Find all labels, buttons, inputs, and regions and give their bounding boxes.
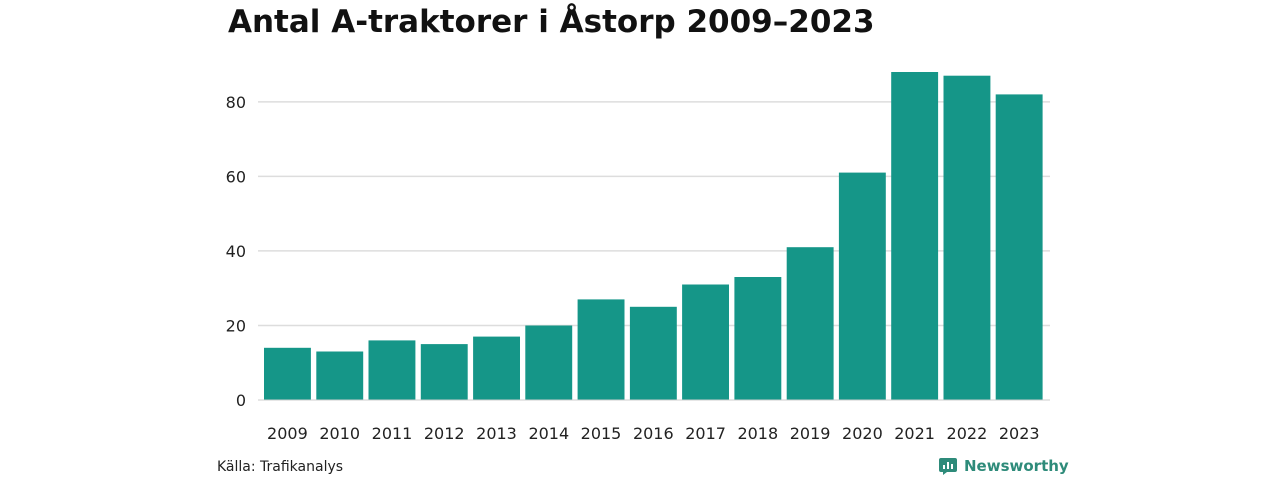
x-tick-label: 2019 bbox=[790, 424, 831, 443]
x-tick-label: 2021 bbox=[894, 424, 935, 443]
x-tick-label: 2014 bbox=[528, 424, 569, 443]
x-tick-label: 2013 bbox=[476, 424, 517, 443]
x-axis-ticks: 2009 2010 2011 2012 2013 2014 2015 2016 2017 2018… bbox=[267, 424, 1040, 443]
bar-2017 bbox=[682, 284, 729, 400]
x-tick-label: 2015 bbox=[581, 424, 622, 443]
x-tick-label: 2020 bbox=[842, 424, 883, 443]
x-tick-label: 2022 bbox=[947, 424, 988, 443]
bar-2016 bbox=[629, 306, 677, 400]
x-tick-label: 2016 bbox=[633, 424, 674, 443]
bar-2012 bbox=[420, 344, 468, 400]
bar-2018 bbox=[734, 277, 782, 400]
x-tick-label: 2018 bbox=[737, 424, 778, 443]
x-tick-label: 2009 bbox=[267, 424, 308, 443]
bar-2015 bbox=[577, 299, 625, 400]
chart-title: Antal A-traktorer i Åstorp 2009–2023 bbox=[228, 4, 875, 40]
bar-2020 bbox=[838, 172, 886, 400]
x-tick-label: 2017 bbox=[685, 424, 726, 443]
brand-name: Newsworthy bbox=[964, 457, 1069, 475]
bars bbox=[264, 72, 1043, 401]
bar-2009 bbox=[264, 347, 311, 400]
x-tick-label: 2010 bbox=[319, 424, 360, 443]
bar-2021 bbox=[891, 72, 939, 400]
bar-2013 bbox=[473, 336, 520, 400]
bar-2011 bbox=[368, 340, 416, 400]
y-tick-label: 20 bbox=[226, 316, 246, 335]
y-tick-label: 60 bbox=[226, 167, 246, 186]
newsworthy-logo-icon bbox=[939, 458, 957, 475]
y-tick-label: 80 bbox=[226, 93, 246, 112]
y-tick-label: 40 bbox=[226, 242, 246, 261]
source-note: Källa: Trafikanalys bbox=[217, 459, 344, 475]
x-tick-label: 2023 bbox=[999, 424, 1040, 443]
bar-2022 bbox=[943, 75, 991, 400]
x-tick-label: 2012 bbox=[424, 424, 465, 443]
y-tick-label: 0 bbox=[236, 391, 246, 410]
bar-2014 bbox=[525, 325, 573, 400]
bar-2019 bbox=[786, 247, 834, 400]
y-axis-ticks: 0 20 40 60 80 bbox=[226, 93, 246, 410]
x-tick-label: 2011 bbox=[372, 424, 413, 443]
brand-logo: Newsworthy bbox=[938, 456, 1069, 476]
bar-2023 bbox=[995, 94, 1043, 401]
bar-2010 bbox=[316, 351, 364, 400]
